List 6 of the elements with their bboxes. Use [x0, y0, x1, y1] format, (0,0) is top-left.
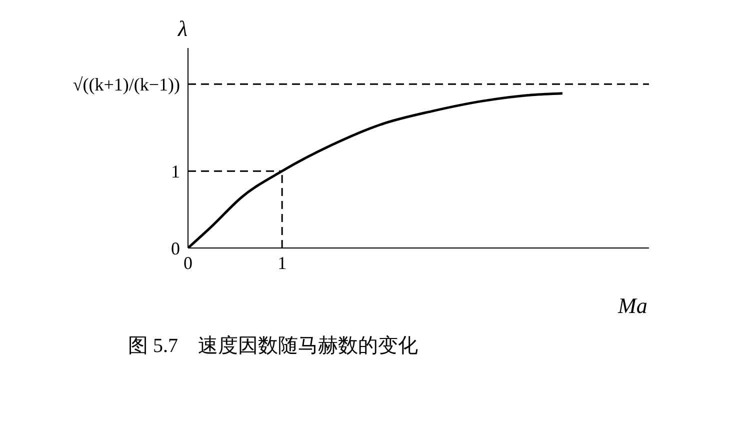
x-axis-title: Ma [618, 293, 648, 319]
y-axis-title: λ [178, 16, 188, 42]
y-tick-label: 0 [171, 238, 180, 258]
caption: 图 5.7 速度因数随马赫数的变化 [127, 334, 419, 359]
y-tick-label: √((k+1)/(k−1)) [72, 74, 180, 95]
y-tick-label: 1 [171, 161, 180, 182]
